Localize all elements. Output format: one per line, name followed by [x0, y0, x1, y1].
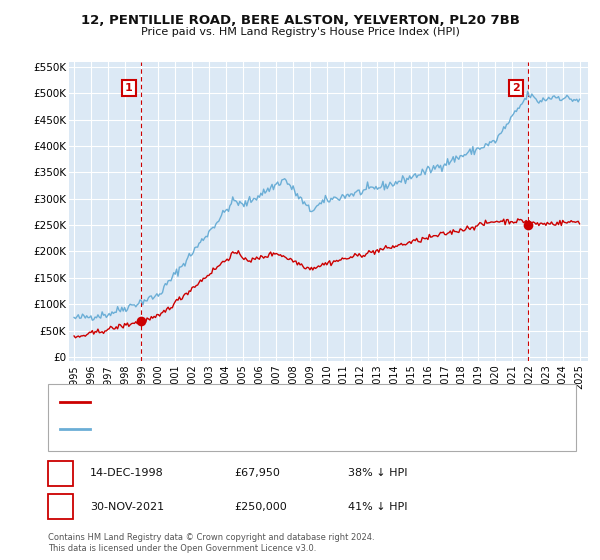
- Text: 14-DEC-1998: 14-DEC-1998: [90, 468, 164, 478]
- Text: 2: 2: [56, 500, 65, 514]
- Text: 1: 1: [125, 83, 133, 93]
- Text: HPI: Average price, detached house, West Devon: HPI: Average price, detached house, West…: [96, 424, 351, 435]
- Text: 1: 1: [56, 466, 65, 480]
- Text: 38% ↓ HPI: 38% ↓ HPI: [348, 468, 407, 478]
- Text: 12, PENTILLIE ROAD, BERE ALSTON, YELVERTON, PL20 7BB (detached house): 12, PENTILLIE ROAD, BERE ALSTON, YELVERT…: [96, 396, 496, 407]
- Text: 30-NOV-2021: 30-NOV-2021: [90, 502, 164, 512]
- Text: Contains HM Land Registry data © Crown copyright and database right 2024.
This d: Contains HM Land Registry data © Crown c…: [48, 533, 374, 553]
- Text: Price paid vs. HM Land Registry's House Price Index (HPI): Price paid vs. HM Land Registry's House …: [140, 27, 460, 37]
- Text: 12, PENTILLIE ROAD, BERE ALSTON, YELVERTON, PL20 7BB: 12, PENTILLIE ROAD, BERE ALSTON, YELVERT…: [80, 14, 520, 27]
- Text: 41% ↓ HPI: 41% ↓ HPI: [348, 502, 407, 512]
- Text: 2: 2: [512, 83, 520, 93]
- Text: £67,950: £67,950: [234, 468, 280, 478]
- Text: £250,000: £250,000: [234, 502, 287, 512]
